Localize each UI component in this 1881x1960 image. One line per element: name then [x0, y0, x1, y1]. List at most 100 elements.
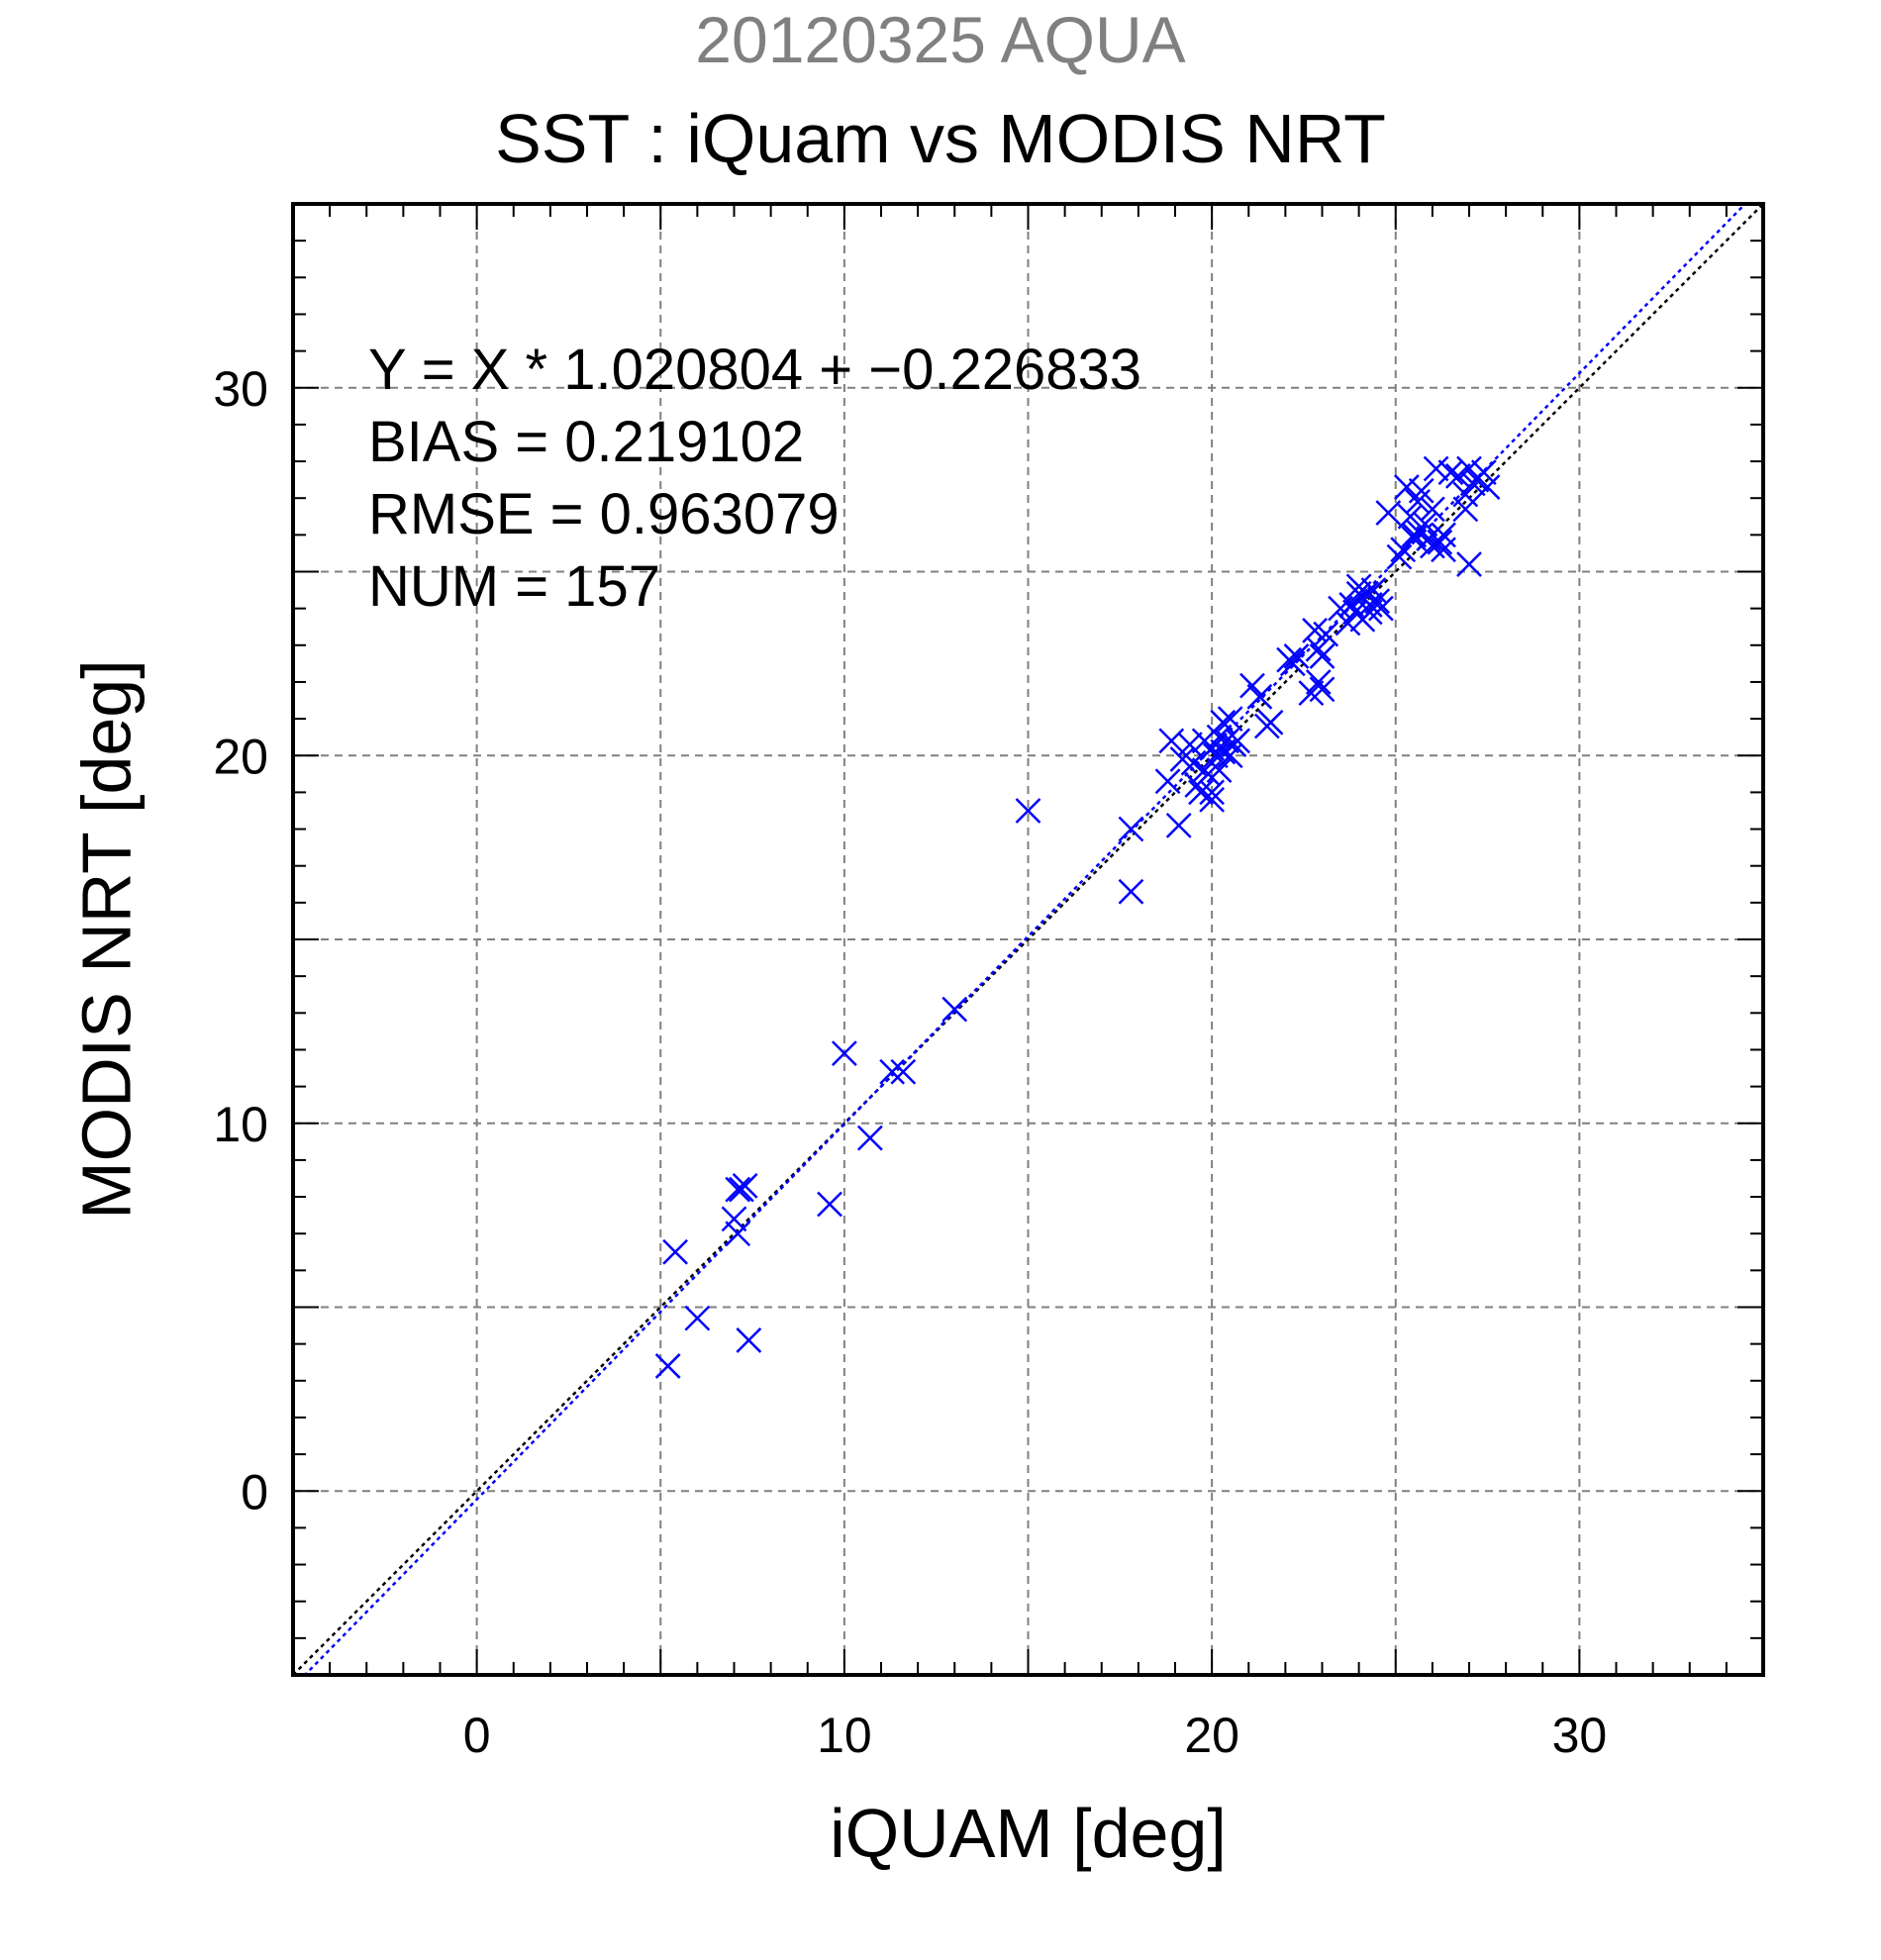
data-point-stroke [1408, 477, 1435, 504]
data-point [1118, 878, 1144, 905]
data-point [1437, 459, 1464, 486]
data-point-stroke [1309, 643, 1336, 669]
axis-ticks [292, 203, 1764, 1676]
data-point-stroke [1246, 683, 1273, 710]
data-point-stroke [1199, 786, 1226, 813]
data-point [1305, 669, 1332, 695]
x-axis-label: iQUAM [deg] [830, 1795, 1227, 1872]
data-point [662, 1238, 688, 1265]
data-point-stroke [1456, 455, 1482, 482]
data-point-stroke [1199, 779, 1226, 806]
data-point [1246, 683, 1273, 710]
data-point-stroke [879, 1058, 906, 1085]
data-point-stroke [1239, 672, 1265, 699]
stat-line: Y = X * 1.020804 + −0.226833 [368, 338, 1141, 402]
x-tick-label: 10 [817, 1708, 872, 1763]
data-point-stroke [1394, 474, 1420, 500]
data-point [817, 1191, 842, 1218]
data-point-stroke [654, 1353, 681, 1379]
data-point [1313, 621, 1339, 647]
data-point [654, 1353, 681, 1379]
data-point [1364, 588, 1391, 615]
data-point [1217, 706, 1243, 732]
data-points [654, 455, 1501, 1379]
plot-frame [291, 202, 1765, 1677]
data-point-stroke [1217, 706, 1243, 732]
chart-title: SST : iQuam vs MODIS NRT [495, 100, 1386, 177]
data-point [1401, 526, 1428, 551]
data-point [1338, 592, 1365, 618]
data-point-stroke [1386, 543, 1413, 570]
data-point-stroke [1154, 768, 1181, 795]
chart-supertitle: 20120325 AQUA [695, 3, 1186, 76]
data-point [1180, 749, 1207, 776]
data-point-stroke [1210, 709, 1237, 735]
y-tick-label: 20 [213, 729, 268, 784]
data-point [721, 1206, 747, 1232]
data-point-stroke [1401, 526, 1428, 551]
y-axis-label: MODIS NRT [deg] [67, 659, 145, 1219]
data-point [1386, 543, 1413, 570]
data-point-stroke [721, 1206, 747, 1232]
data-point [736, 1327, 762, 1353]
data-point [732, 1173, 758, 1199]
data-point [1118, 816, 1144, 842]
data-point-stroke [1459, 470, 1486, 497]
data-point [1191, 757, 1218, 783]
data-point [1423, 455, 1449, 482]
data-point-stroke [1279, 650, 1306, 677]
data-point-stroke [1283, 643, 1310, 669]
data-point-stroke [1437, 459, 1464, 486]
data-point [1419, 496, 1445, 523]
data-point [1456, 551, 1482, 577]
data-point-stroke [856, 1125, 883, 1151]
data-point-stroke [725, 1176, 751, 1203]
data-point-stroke [1474, 474, 1501, 500]
data-point [1474, 474, 1501, 500]
data-point [684, 1305, 711, 1331]
data-point-stroke [684, 1305, 711, 1331]
data-point-stroke [1199, 735, 1226, 761]
data-point-stroke [1225, 728, 1250, 754]
data-point [1199, 786, 1226, 813]
data-point [1431, 522, 1456, 548]
data-point [1154, 768, 1181, 795]
data-point [1225, 728, 1250, 754]
data-point [1283, 643, 1310, 669]
y-tick-label: 30 [213, 361, 268, 417]
stats-annotation: Y = X * 1.020804 + −0.226833 BIAS = 0.219… [368, 338, 1141, 619]
data-point-stroke [732, 1173, 758, 1199]
data-point-stroke [1305, 669, 1332, 695]
data-point-stroke [1364, 588, 1391, 615]
data-point-stroke [1257, 709, 1284, 735]
data-point [1239, 672, 1265, 699]
regression-line [303, 204, 1747, 1675]
data-point-stroke [725, 1221, 751, 1247]
data-point-stroke [1335, 610, 1361, 637]
data-point-stroke [817, 1191, 842, 1218]
data-point [1345, 573, 1372, 600]
x-tick-label: 20 [1184, 1708, 1239, 1763]
y-tick-label: 10 [213, 1097, 268, 1152]
data-point [1375, 500, 1402, 526]
data-point [1309, 643, 1336, 669]
data-point-stroke [831, 1040, 857, 1067]
stat-line: BIAS = 0.219102 [368, 410, 804, 474]
data-point [1015, 798, 1041, 824]
data-point [1199, 779, 1226, 806]
data-point [1459, 470, 1486, 497]
data-point-stroke [1180, 749, 1207, 776]
reference-lines [293, 204, 1763, 1675]
data-point [1210, 709, 1237, 735]
data-point [1452, 481, 1479, 508]
data-point-stroke [1456, 551, 1482, 577]
data-point-stroke [1412, 511, 1438, 538]
data-point-stroke [1375, 500, 1402, 526]
data-point-stroke [941, 996, 968, 1023]
data-point-stroke [1423, 455, 1449, 482]
data-point-stroke [1313, 621, 1339, 647]
stat-line: RMSE = 0.963079 [368, 482, 840, 546]
data-point-stroke [1169, 746, 1196, 772]
x-tick-label: 0 [463, 1708, 491, 1763]
